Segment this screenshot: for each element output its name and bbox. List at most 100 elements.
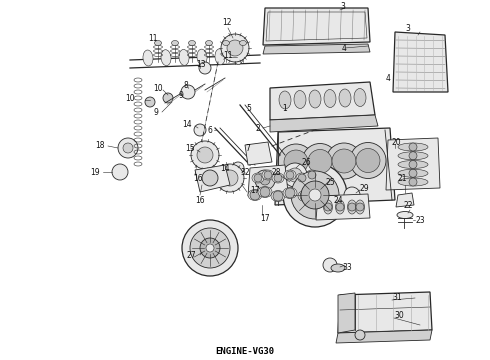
Circle shape bbox=[348, 203, 356, 211]
Ellipse shape bbox=[272, 173, 284, 183]
Ellipse shape bbox=[233, 49, 243, 64]
Circle shape bbox=[301, 181, 329, 209]
Circle shape bbox=[221, 34, 249, 62]
Ellipse shape bbox=[172, 41, 178, 45]
Ellipse shape bbox=[248, 189, 262, 201]
Text: 5: 5 bbox=[246, 104, 251, 113]
Text: 4: 4 bbox=[385, 73, 390, 82]
Circle shape bbox=[274, 174, 282, 182]
Circle shape bbox=[350, 143, 386, 179]
Circle shape bbox=[206, 244, 214, 252]
Polygon shape bbox=[386, 138, 440, 190]
Text: 17: 17 bbox=[260, 213, 270, 222]
Circle shape bbox=[288, 168, 302, 182]
Circle shape bbox=[409, 161, 417, 168]
Ellipse shape bbox=[347, 200, 357, 214]
Ellipse shape bbox=[296, 173, 308, 183]
Text: 3: 3 bbox=[340, 1, 345, 10]
Text: 3: 3 bbox=[406, 23, 411, 32]
Polygon shape bbox=[263, 8, 370, 45]
Circle shape bbox=[336, 203, 344, 211]
Polygon shape bbox=[336, 330, 432, 343]
Circle shape bbox=[355, 330, 365, 340]
Polygon shape bbox=[270, 115, 378, 132]
Text: 13: 13 bbox=[196, 59, 206, 68]
Ellipse shape bbox=[398, 152, 428, 160]
Text: 29: 29 bbox=[360, 184, 369, 193]
Circle shape bbox=[145, 97, 155, 107]
Circle shape bbox=[260, 175, 270, 185]
Text: 23: 23 bbox=[415, 216, 425, 225]
Circle shape bbox=[409, 152, 417, 160]
Circle shape bbox=[163, 93, 173, 103]
Circle shape bbox=[112, 164, 128, 180]
Circle shape bbox=[200, 238, 220, 258]
Text: 22: 22 bbox=[403, 201, 413, 210]
Ellipse shape bbox=[397, 212, 413, 219]
Text: 14: 14 bbox=[182, 120, 192, 129]
Text: 16: 16 bbox=[195, 195, 205, 204]
Circle shape bbox=[255, 170, 275, 190]
Ellipse shape bbox=[240, 41, 246, 45]
Text: 4: 4 bbox=[342, 44, 347, 53]
Circle shape bbox=[222, 170, 238, 186]
Circle shape bbox=[199, 62, 211, 74]
Polygon shape bbox=[396, 193, 414, 207]
Circle shape bbox=[291, 171, 339, 219]
Ellipse shape bbox=[336, 200, 344, 214]
Ellipse shape bbox=[161, 50, 171, 66]
Circle shape bbox=[324, 203, 332, 211]
Circle shape bbox=[326, 143, 362, 179]
Circle shape bbox=[308, 149, 332, 174]
Ellipse shape bbox=[283, 188, 297, 198]
Ellipse shape bbox=[154, 41, 162, 45]
Text: 8: 8 bbox=[184, 81, 188, 90]
Ellipse shape bbox=[262, 170, 274, 180]
Circle shape bbox=[260, 187, 270, 197]
Text: 20: 20 bbox=[392, 138, 402, 147]
Circle shape bbox=[191, 141, 219, 169]
Ellipse shape bbox=[298, 190, 312, 202]
Text: 11: 11 bbox=[223, 50, 232, 59]
Text: 32: 32 bbox=[241, 167, 250, 176]
Circle shape bbox=[216, 164, 244, 192]
Text: 1: 1 bbox=[282, 104, 287, 113]
Text: 30: 30 bbox=[394, 310, 404, 320]
Ellipse shape bbox=[398, 178, 428, 186]
Circle shape bbox=[309, 189, 321, 201]
Circle shape bbox=[283, 163, 347, 227]
Text: 24: 24 bbox=[333, 195, 343, 204]
Ellipse shape bbox=[258, 186, 272, 198]
Text: 21: 21 bbox=[397, 174, 407, 183]
Ellipse shape bbox=[306, 170, 318, 180]
Ellipse shape bbox=[324, 90, 336, 108]
Polygon shape bbox=[245, 142, 272, 165]
Polygon shape bbox=[195, 165, 230, 192]
Ellipse shape bbox=[215, 49, 225, 65]
Ellipse shape bbox=[197, 49, 207, 65]
Circle shape bbox=[232, 162, 244, 174]
Polygon shape bbox=[263, 44, 370, 54]
Circle shape bbox=[273, 191, 283, 201]
Text: 28: 28 bbox=[272, 167, 281, 176]
Circle shape bbox=[356, 149, 380, 172]
Circle shape bbox=[254, 174, 262, 182]
Ellipse shape bbox=[284, 170, 296, 180]
Circle shape bbox=[298, 174, 306, 182]
Text: 9: 9 bbox=[178, 90, 183, 99]
Text: 25: 25 bbox=[325, 177, 335, 186]
Text: 7: 7 bbox=[245, 144, 250, 153]
Text: 2: 2 bbox=[255, 123, 260, 132]
Text: 18: 18 bbox=[96, 140, 105, 149]
Circle shape bbox=[286, 171, 294, 179]
Ellipse shape bbox=[205, 41, 213, 45]
Text: 9: 9 bbox=[153, 108, 158, 117]
Polygon shape bbox=[338, 293, 355, 333]
Polygon shape bbox=[316, 194, 370, 220]
Circle shape bbox=[323, 258, 337, 272]
Text: 17: 17 bbox=[250, 185, 260, 194]
Text: 10: 10 bbox=[153, 84, 163, 93]
Ellipse shape bbox=[398, 161, 428, 168]
Ellipse shape bbox=[252, 173, 264, 183]
Circle shape bbox=[264, 171, 272, 179]
